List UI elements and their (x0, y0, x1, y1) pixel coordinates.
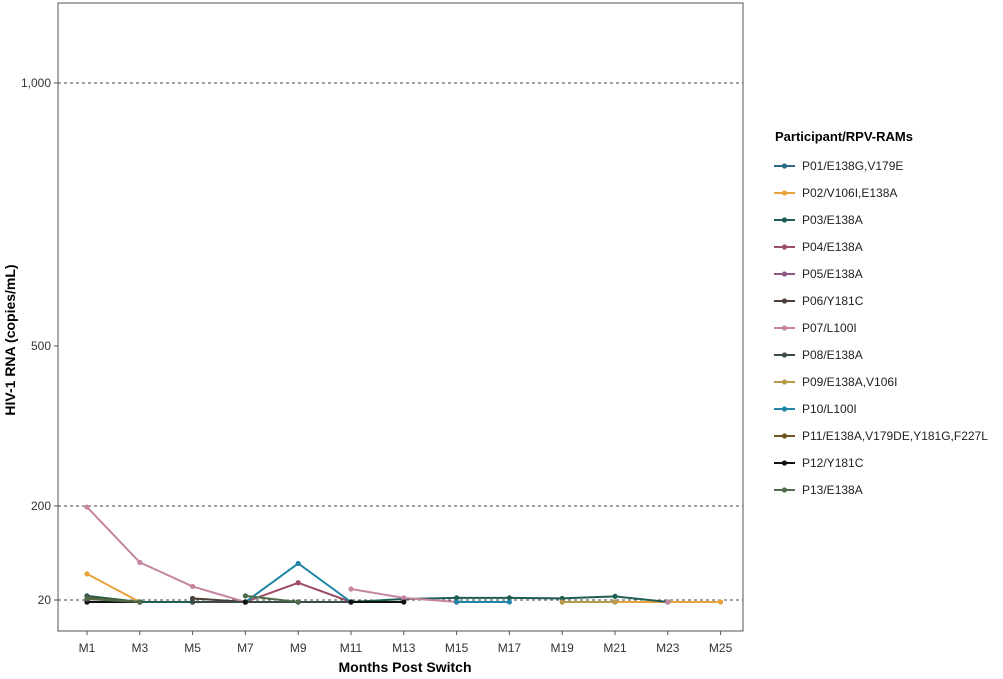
legend-label: P04/E138A (802, 240, 863, 254)
legend: Participant/RPV-RAMs P01/E138G,V179E P02/… (774, 129, 988, 497)
data-point (84, 504, 90, 510)
data-point (190, 583, 196, 590)
legend-item: P13/E138A (774, 483, 863, 497)
legend-label: P02/V106I,E138A (802, 186, 897, 200)
data-point (242, 599, 248, 605)
legend-item: P02/V106I,E138A (774, 186, 897, 200)
legend-item: P08/E138A (774, 348, 863, 362)
legend-key-point (781, 244, 788, 250)
legend-label: P07/L100I (802, 321, 857, 335)
x-tick-label: M5 (184, 641, 201, 655)
data-point (137, 599, 143, 605)
legend-item: P11/E138A,V179DE,Y181G,F227L (774, 429, 988, 443)
x-tick-label: M21 (603, 641, 627, 655)
data-point (559, 595, 565, 602)
y-tick-label: 1,000 (21, 76, 51, 90)
y-tick-label: 20 (38, 593, 52, 607)
x-tick-label: M19 (551, 641, 575, 655)
data-point (348, 586, 354, 592)
data-point (401, 595, 407, 601)
series-line (245, 594, 299, 603)
legend-key-point (781, 352, 788, 358)
y-tick-label: 200 (31, 499, 51, 513)
legend-key-point (781, 271, 788, 277)
data-point (190, 599, 196, 605)
x-tick-label: M1 (79, 641, 96, 655)
legend-item: P12/Y181C (774, 456, 864, 470)
data-point (454, 599, 460, 605)
y-axis: 20 200 500 1,000 (21, 76, 58, 607)
legend-key-point (781, 406, 788, 412)
legend-item: P04/E138A (774, 240, 863, 254)
legend-key-point (781, 190, 788, 196)
data-point (190, 595, 196, 602)
series-7 (84, 504, 671, 605)
data-point (506, 599, 512, 605)
x-tick-label: M3 (131, 641, 148, 655)
legend-item: P06/Y181C (774, 294, 864, 308)
data-point (295, 560, 301, 567)
series-line (86, 594, 668, 603)
x-tick-label: M13 (392, 641, 416, 655)
x-tick-label: M11 (340, 641, 363, 655)
series-line (86, 573, 141, 603)
legend-label: P13/E138A (802, 483, 863, 497)
data-point (401, 599, 407, 605)
legend-item: P01/E138G,V179E (774, 159, 903, 173)
x-tick-label: M23 (656, 641, 680, 655)
legend-title: Participant/RPV-RAMs (775, 129, 913, 144)
x-tick-label: M15 (445, 641, 469, 655)
legend-item: P03/E138A (774, 213, 863, 227)
data-point (506, 595, 512, 601)
legend-key-point (781, 298, 788, 304)
data-point (137, 559, 143, 566)
legend-label: P08/E138A (802, 348, 863, 362)
legend-item: P10/L100I (774, 402, 857, 416)
legend-key-point (781, 217, 788, 223)
data-point (612, 599, 618, 605)
legend-key-point (781, 487, 788, 493)
legend-item: P07/L100I (774, 321, 857, 335)
series-layer (84, 504, 724, 605)
data-point (612, 593, 618, 599)
x-tick-label: M9 (290, 641, 307, 655)
legend-label: P12/Y181C (802, 456, 864, 470)
data-point (665, 599, 671, 605)
x-axis: M1 M3 M5 M7 M9 M11 M13 M15 M17 M19 M21 M23 M25 (79, 631, 733, 655)
data-point (348, 599, 354, 605)
legend-key-point (781, 433, 788, 439)
legend-label: P10/L100I (802, 402, 857, 416)
legend-label: P03/E138A (802, 213, 863, 227)
data-point (559, 599, 565, 605)
legend-item: P05/E138A (774, 267, 863, 281)
legend-item: P09/E138A,V106I (774, 375, 897, 389)
data-point (84, 596, 90, 602)
legend-label: P05/E138A (802, 267, 863, 281)
data-point (295, 580, 301, 586)
plot-panel (57, 2, 744, 632)
series-13 (84, 593, 301, 605)
data-point (718, 599, 724, 605)
x-tick-label: M7 (237, 641, 254, 655)
legend-label: P11/E138A,V179DE,Y181G,F227L (802, 429, 988, 443)
data-point (84, 571, 90, 577)
series-line (86, 597, 140, 603)
x-tick-label: M25 (709, 641, 733, 655)
series-line (86, 506, 246, 603)
x-axis-title: Months Post Switch (339, 659, 472, 675)
legend-key-point (781, 163, 788, 169)
data-point (454, 595, 460, 601)
legend-label: P01/E138G,V179E (802, 159, 903, 173)
x-tick-label: M17 (498, 641, 522, 655)
legend-key-point (781, 325, 788, 331)
y-axis-title: HIV-1 RNA (copies/mL) (2, 264, 18, 415)
legend-key-point (781, 379, 788, 385)
legend-label: P06/Y181C (802, 294, 864, 308)
legend-key-point (781, 460, 788, 466)
data-point (295, 599, 301, 605)
data-point (242, 593, 248, 599)
y-tick-label: 500 (31, 339, 51, 353)
legend-label: P09/E138A,V106I (802, 375, 897, 389)
